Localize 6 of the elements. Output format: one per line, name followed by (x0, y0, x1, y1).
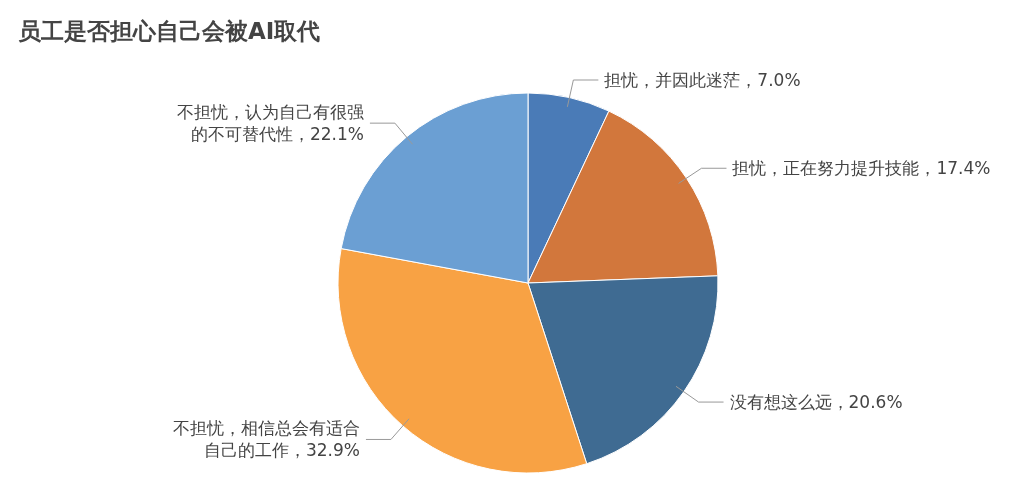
chart-title: 员工是否担心自己会被AI取代 (18, 17, 321, 46)
slice-label: 不担忧，相信总会有适合自己的工作，32.9% (171, 417, 360, 462)
slice-label: 担忧，并因此迷茫，7.0% (604, 69, 802, 91)
slice-label: 没有想这么远，20.6% (729, 391, 904, 414)
slice-label: 不担忧，认为自己有很强的不可替代性，22.1% (175, 101, 364, 146)
slice-label: 担忧，正在努力提升技能，17.4% (732, 157, 992, 180)
